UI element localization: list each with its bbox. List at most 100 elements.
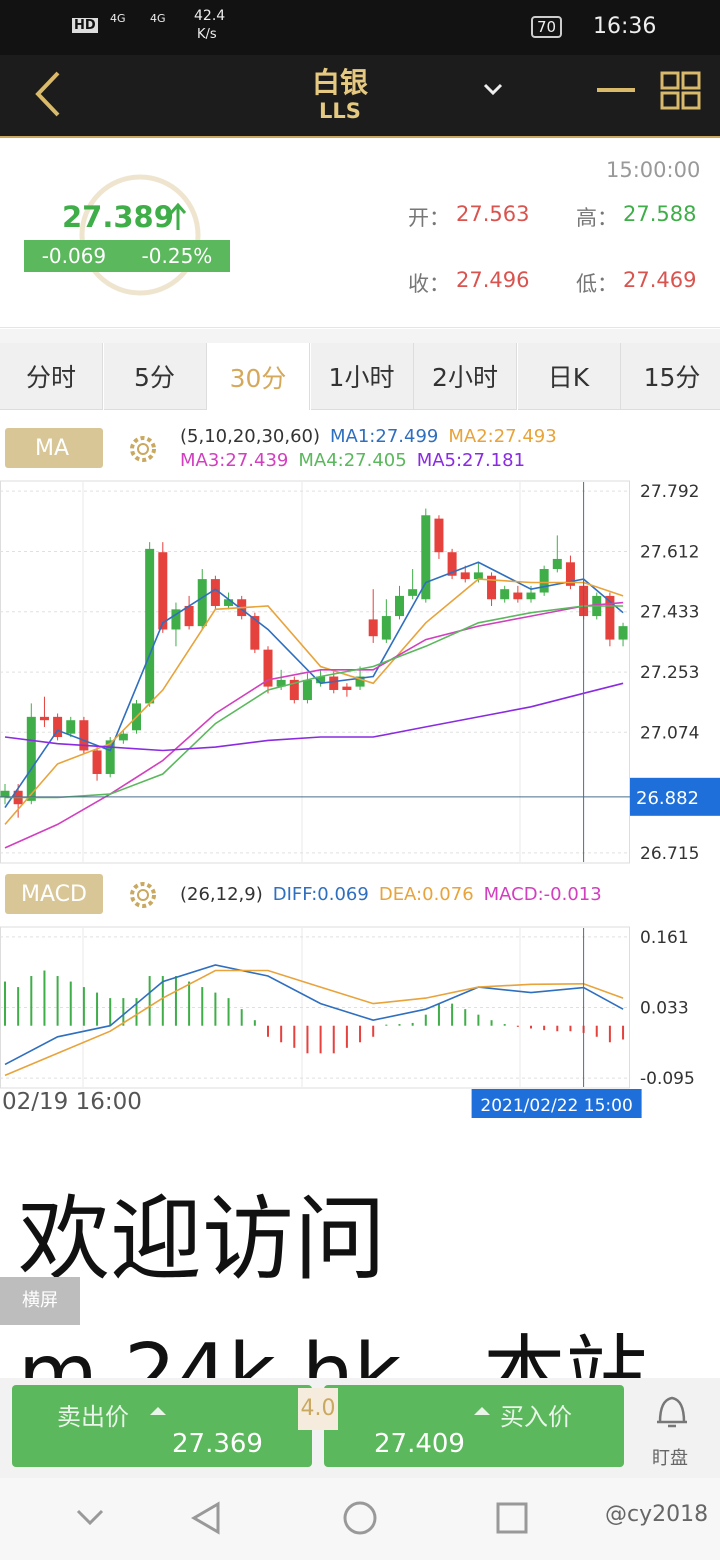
low-label: 低： [576,272,618,296]
candle-body [421,515,431,600]
tab[interactable]: 30分 [207,343,310,410]
heading: 欢迎访问 [18,1186,387,1293]
y-tick-label: 0.033 [640,999,689,1019]
histogram-bar [161,976,164,1026]
buy-label: 买入价 [500,1403,572,1431]
spread: 4.0 [298,1388,338,1430]
candle-body [92,750,102,774]
tab[interactable]: 15分 [621,343,720,410]
candle-body [605,595,615,640]
legend-item: DIFF:0.069 [272,884,369,905]
legend-item: MA5:27.181 [416,450,526,471]
header: 白银 LLS [0,55,720,138]
params: (5,10,20,30,60) [180,426,321,447]
tab[interactable]: 日K [517,343,621,410]
histogram-bar [240,1009,243,1026]
candle-body [289,679,299,701]
candle-body [500,589,510,600]
candle-body [26,716,36,801]
button-label: MACD [21,881,87,907]
low: 27.469 [623,268,697,292]
candle-body [618,626,628,640]
candle-body [473,572,483,580]
candle-body [368,619,378,637]
back[interactable] [30,69,66,119]
speed: 42.4 [194,8,226,24]
high: 27.588 [623,202,697,226]
histogram-bar [437,1003,440,1026]
histogram-bar [595,1025,598,1037]
legend-item: DEA:0.076 [378,884,474,905]
histogram-bar [464,1009,467,1026]
tab[interactable]: 5分 [103,343,207,410]
dropdown[interactable] [482,81,504,97]
bell[interactable] [652,1392,692,1432]
candle-body [118,733,128,741]
histogram-bar [622,1025,625,1040]
button-label: MA [35,435,70,461]
histogram-bar [293,1025,296,1048]
triangle [474,1407,490,1415]
candle-body [0,790,10,798]
legend: (26,12,9) DIFF:0.069 DEA:0.076 MACD:-0.013 [180,884,602,905]
crosshair-date: 2021/02/22 15:00 [480,1096,632,1116]
settings[interactable] [126,878,160,912]
legend: (5,10,20,30,60) MA1:27.499 MA2:27.493 [180,426,557,447]
x-tick-label: 02/19 16:00 [2,1089,142,1115]
change-pct: -0.25% [141,244,213,268]
y-tick-label: 27.253 [640,663,699,683]
network: 4G [150,12,166,25]
watch[interactable]: 盯盘 [652,1448,688,1469]
histogram-bar [174,976,177,1026]
tab[interactable]: 分时 [0,343,103,410]
minimize[interactable] [597,88,635,92]
candle-body [487,575,497,600]
candle-body [197,579,207,627]
candle-body [329,676,339,690]
histogram-bar [280,1025,283,1043]
candle-body [276,679,286,687]
legend-item: MA2:27.493 [448,426,557,447]
network: 4G [110,12,126,25]
quote: 27.389 -0.069 -0.25% 15:00:00 开： 27.563 高… [0,140,720,328]
histogram-bar [530,1025,532,1029]
sell-button[interactable]: 卖出价 27.369 [12,1385,312,1467]
candle-body [381,616,391,640]
landscape-button[interactable]: 横屏 [0,1277,80,1325]
menu[interactable] [660,71,702,111]
y-tick-label: 27.074 [640,723,699,743]
clock: 16:36 [593,14,657,39]
candle-body [302,679,312,701]
histogram-bar [253,1020,256,1026]
histogram-bar [109,998,112,1026]
histogram-bar [227,998,230,1026]
histogram-bar [69,981,72,1026]
candle-body [526,592,536,600]
candle-body [316,676,326,684]
tab[interactable]: 2小时 [414,343,517,410]
histogram-bar [503,1024,506,1026]
buy-button[interactable]: 买入价 27.409 [324,1385,624,1467]
sell-price: 27.369 [172,1429,263,1459]
hd: HD [72,18,98,33]
y-tick-label: 27.612 [640,543,699,563]
open-label: 开： [408,206,450,230]
histogram-bar [30,976,33,1026]
macd-button[interactable]: MACD [5,874,103,914]
candle-body [39,716,49,721]
triangle [150,1407,166,1415]
candle-body [53,716,63,738]
tab[interactable]: 1小时 [310,343,414,410]
ma-button[interactable]: MA [5,428,103,468]
histogram-bar [569,1025,572,1032]
nav-icons [76,1501,528,1535]
histogram-bar [267,1025,269,1037]
line [4,964,624,1066]
gap [0,329,720,343]
title: 白银 [311,66,368,99]
line [4,561,624,809]
settings[interactable] [126,432,160,466]
speed-unit: K/s [197,27,217,42]
histogram-bar [543,1025,546,1031]
